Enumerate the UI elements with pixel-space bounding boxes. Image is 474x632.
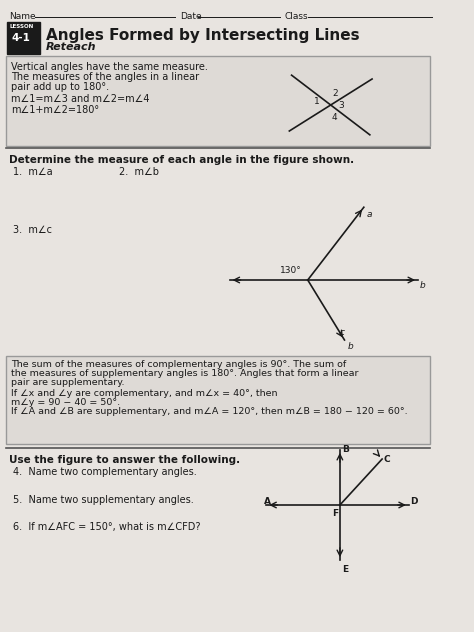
Text: 4.  Name two complementary angles.: 4. Name two complementary angles. <box>13 467 197 477</box>
Text: 1.  m∠a: 1. m∠a <box>13 167 53 177</box>
Text: B: B <box>342 445 348 454</box>
Text: LESSON: LESSON <box>9 24 34 29</box>
Text: Determine the measure of each angle in the figure shown.: Determine the measure of each angle in t… <box>9 155 354 165</box>
Text: m∠1+m∠2=180°: m∠1+m∠2=180° <box>11 105 99 115</box>
Text: C: C <box>384 455 391 464</box>
Text: c: c <box>340 328 345 337</box>
Text: If ∠A and ∠B are supplementary, and m∠A = 120°, then m∠B = 180 − 120 = 60°.: If ∠A and ∠B are supplementary, and m∠A … <box>11 407 408 416</box>
Text: If ∠x and ∠y are complementary, and m∠x = 40°, then: If ∠x and ∠y are complementary, and m∠x … <box>11 389 277 398</box>
Text: Angles Formed by Intersecting Lines: Angles Formed by Intersecting Lines <box>46 28 360 43</box>
Text: b: b <box>347 342 353 351</box>
FancyBboxPatch shape <box>6 56 430 146</box>
FancyBboxPatch shape <box>6 356 430 444</box>
Text: the measures of supplementary angles is 180°. Angles that form a linear: the measures of supplementary angles is … <box>11 369 358 378</box>
Text: 2: 2 <box>333 89 338 98</box>
Text: A: A <box>264 497 271 506</box>
Text: 3: 3 <box>338 101 344 110</box>
Text: F: F <box>333 509 338 518</box>
Text: 1: 1 <box>314 97 320 106</box>
Text: 130°: 130° <box>280 266 302 275</box>
Text: 5.  Name two supplementary angles.: 5. Name two supplementary angles. <box>13 495 193 505</box>
Text: Use the figure to answer the following.: Use the figure to answer the following. <box>9 455 240 465</box>
FancyBboxPatch shape <box>8 22 40 54</box>
Text: The sum of the measures of complementary angles is 90°. The sum of: The sum of the measures of complementary… <box>11 360 346 369</box>
Text: pair add up to 180°.: pair add up to 180°. <box>11 82 109 92</box>
Text: The measures of the angles in a linear: The measures of the angles in a linear <box>11 72 199 82</box>
Text: 2.  m∠b: 2. m∠b <box>119 167 159 177</box>
Text: Date: Date <box>180 12 201 21</box>
Text: Class: Class <box>285 12 309 21</box>
Text: m∠1=m∠3 and m∠2=m∠4: m∠1=m∠3 and m∠2=m∠4 <box>11 94 149 104</box>
Text: Reteach: Reteach <box>46 42 96 52</box>
Text: 4-1: 4-1 <box>11 33 30 43</box>
Text: Vertical angles have the same measure.: Vertical angles have the same measure. <box>11 62 208 72</box>
Text: D: D <box>410 497 418 506</box>
Text: E: E <box>342 565 348 574</box>
Text: pair are supplementary.: pair are supplementary. <box>11 378 125 387</box>
Text: Name: Name <box>9 12 36 21</box>
Text: 6.  If m∠AFC = 150°, what is m∠CFD?: 6. If m∠AFC = 150°, what is m∠CFD? <box>13 522 201 532</box>
Text: a: a <box>366 210 372 219</box>
Text: 4: 4 <box>332 113 337 122</box>
Text: m∠y = 90 − 40 = 50°.: m∠y = 90 − 40 = 50°. <box>11 398 120 407</box>
Text: 3.  m∠c: 3. m∠c <box>13 225 52 235</box>
Text: b: b <box>420 281 426 290</box>
